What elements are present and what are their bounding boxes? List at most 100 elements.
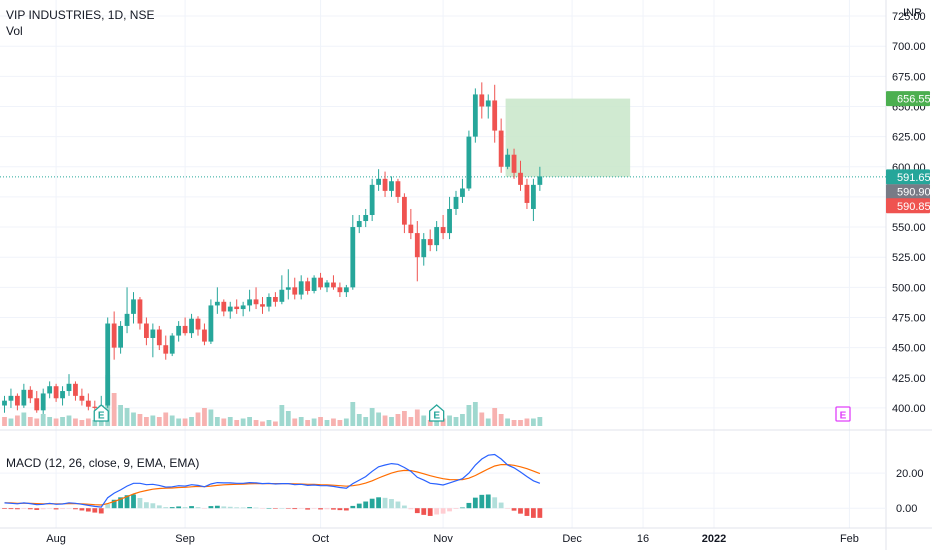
macd-histogram-bar — [331, 508, 336, 510]
candle-body — [531, 184, 536, 209]
target-price-tag-text: 656.55 — [897, 94, 931, 106]
candle-body — [131, 299, 136, 314]
time-axis[interactable]: Aug Sep Oct Nov Dec 16 2022 Feb — [46, 533, 859, 545]
candle-body — [485, 100, 491, 107]
macd-histogram-bar — [227, 506, 233, 509]
volume-bar — [402, 411, 407, 426]
volume-bar — [453, 417, 459, 426]
candle-body — [150, 329, 156, 338]
macd-histogram-bar — [176, 506, 182, 509]
macd-histogram-bar — [15, 508, 20, 510]
volume-bar — [253, 420, 259, 426]
volume-bar — [2, 417, 7, 426]
volume-bar — [137, 414, 143, 426]
candle-body — [266, 296, 272, 307]
candle-body — [253, 299, 259, 305]
volume-bar — [421, 415, 427, 426]
macd-histogram-bar — [479, 494, 485, 509]
volume-bar — [111, 393, 117, 426]
price-tick-label: 725.00 — [892, 11, 926, 23]
candle-body — [202, 329, 207, 342]
volume-bar — [15, 415, 20, 426]
macd-histogram-bar — [376, 497, 381, 509]
earnings-badge-letter: E — [98, 411, 105, 422]
macd-histogram-bar — [298, 508, 304, 509]
macd-histogram-bar — [2, 508, 7, 509]
volume-bar — [389, 417, 394, 426]
volume-bar — [369, 408, 375, 426]
candle-body — [214, 301, 220, 306]
volume-bar — [144, 417, 149, 426]
volume-bar — [169, 415, 175, 426]
candle-body — [176, 325, 182, 336]
price-tick-label: 475.00 — [892, 312, 926, 324]
candle-body — [414, 233, 420, 258]
candle-body — [247, 299, 252, 306]
volume-bar — [195, 412, 201, 426]
macd-histogram-bar — [324, 508, 330, 510]
macd-histogram-bar — [356, 503, 362, 509]
earnings-badge-shape — [93, 404, 109, 422]
macd-histogram-bar — [92, 508, 98, 513]
last-price-tag-text: 591.65 — [897, 172, 931, 184]
earnings-badge-letter: E — [840, 411, 847, 422]
candle-body — [292, 287, 298, 295]
price-tick-label: 425.00 — [892, 373, 926, 385]
candle-body — [40, 393, 46, 411]
volume-bar — [337, 420, 343, 426]
candle-body — [85, 400, 91, 407]
macd-histogram-bar — [131, 494, 136, 509]
position-box[interactable] — [0, 98, 886, 178]
volume-bar — [234, 420, 240, 426]
volume-bar — [279, 405, 285, 426]
macd-histogram-bar — [53, 508, 59, 510]
volume-bar — [53, 418, 59, 426]
volume-bar — [21, 412, 27, 426]
volume-bar — [537, 417, 543, 426]
volume-bar — [124, 408, 130, 426]
macd-histogram-bar — [111, 499, 117, 509]
candle-body — [66, 383, 72, 392]
candle-body — [234, 306, 240, 310]
candle-body — [227, 306, 233, 312]
mid-price-tag-text: 590.90 — [897, 187, 931, 199]
macd-histogram-bar — [247, 507, 252, 509]
earnings-badge-shape — [835, 406, 851, 422]
macd-histogram-bar — [34, 508, 40, 510]
macd-histogram-bar — [389, 499, 394, 509]
macd-histogram-bar — [518, 508, 523, 514]
volume-bar — [8, 418, 14, 426]
volume-bar — [531, 418, 536, 426]
candle-body — [240, 305, 246, 310]
price-axis[interactable]: 725.00700.00675.00650.00625.00600.00575.… — [886, 7, 931, 515]
candle-body — [318, 277, 323, 288]
macd-histogram-bar — [118, 497, 123, 509]
volume-bar — [266, 420, 272, 426]
macd-histogram-bar — [279, 508, 285, 509]
candle-body — [144, 323, 149, 338]
volume-bar — [505, 418, 510, 426]
candle-body — [21, 389, 27, 406]
stop-price-tag-text: 590.85 — [897, 201, 931, 213]
macd-histogram-bar — [208, 506, 214, 509]
candle-body — [447, 208, 452, 234]
candle-body — [492, 100, 498, 131]
earnings-badge-letter: E — [433, 411, 440, 422]
candle-body — [382, 178, 388, 191]
price-candles — [2, 82, 543, 416]
macd-histogram-bar — [460, 507, 465, 509]
time-tick-label: Dec — [562, 533, 582, 545]
volume-bar — [92, 420, 98, 426]
volume-bar — [395, 414, 401, 426]
macd-histogram-bar — [440, 508, 446, 514]
macd-histogram-bar — [214, 505, 220, 509]
candle-body — [460, 188, 465, 197]
candle-body — [208, 305, 214, 342]
candle-body — [221, 301, 227, 312]
macd-histogram-bar — [531, 508, 536, 518]
macd-histogram-bar — [105, 503, 111, 509]
candle-body — [389, 181, 394, 191]
volume-bar — [131, 412, 136, 426]
